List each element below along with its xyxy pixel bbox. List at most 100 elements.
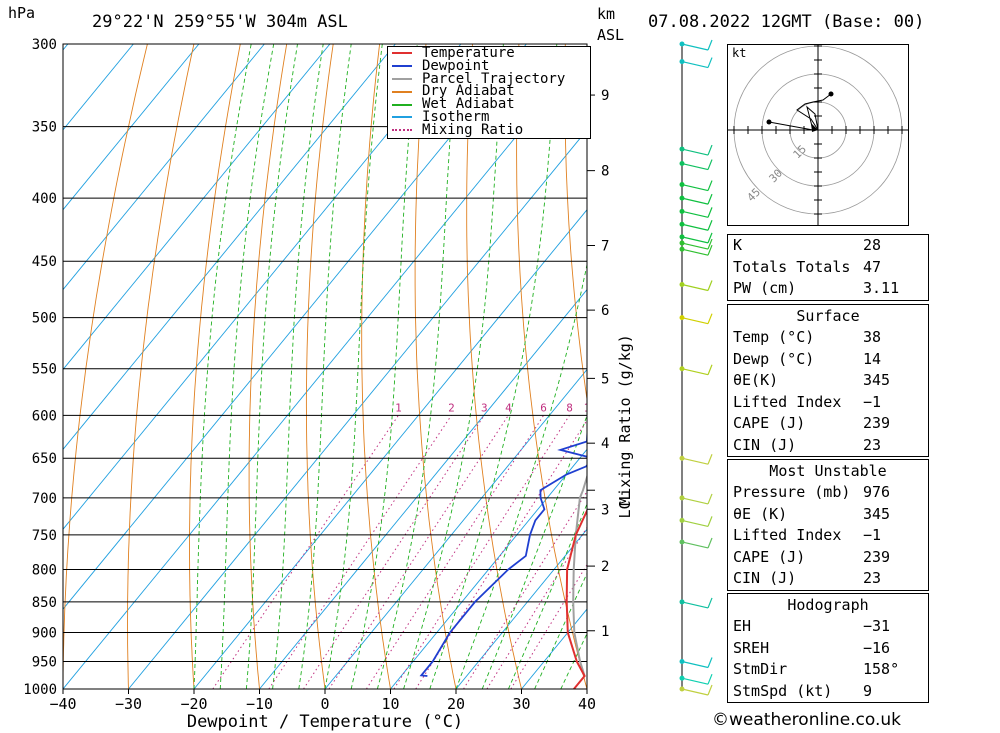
wind-barb-dot bbox=[679, 234, 685, 240]
wet-adiabat-line bbox=[219, 44, 275, 689]
wet-adiabat-line bbox=[455, 262, 587, 689]
legend-label: Dewpoint bbox=[422, 57, 490, 74]
wind-barb-flag bbox=[707, 144, 713, 156]
wind-barb-flag bbox=[707, 657, 713, 668]
isotherm-line bbox=[390, 448, 587, 689]
km-tick-label: 7 bbox=[601, 239, 609, 255]
legend-item: Wet Adiabat bbox=[388, 97, 590, 111]
wind-barb-flag bbox=[707, 673, 713, 685]
isotherm-line bbox=[63, 44, 462, 530]
hodograph-trace bbox=[796, 93, 832, 131]
surface-row: CAPE (J) 239 bbox=[733, 414, 891, 432]
legend-label: Parcel Trajectory bbox=[422, 70, 566, 87]
wind-barb-flag bbox=[707, 516, 713, 527]
mixing-ratio-line bbox=[393, 415, 570, 689]
wind-barb-dot bbox=[679, 455, 685, 461]
most-unstable-title: Most Unstable bbox=[769, 462, 887, 480]
wet-adiabat-line bbox=[193, 44, 252, 689]
surface-row: θE(K) 345 bbox=[733, 371, 891, 389]
x-tick-label: −30 bbox=[115, 695, 142, 713]
legend-item: Parcel Trajectory bbox=[388, 70, 590, 87]
mixing-ratio-label: 25 bbox=[673, 401, 686, 414]
km-tick-label: 5 bbox=[601, 371, 609, 387]
wind-barb-dot bbox=[679, 240, 685, 246]
wind-barb bbox=[681, 223, 709, 231]
wind-barb bbox=[681, 162, 709, 171]
hodograph: kt 15 30 45 bbox=[727, 44, 909, 226]
wind-barb-dot bbox=[679, 182, 685, 188]
pressure-tick-label: 450 bbox=[32, 254, 57, 270]
km-tick-label: 1 bbox=[601, 624, 609, 640]
wind-barb-dot bbox=[679, 161, 685, 167]
wind-barb-dot bbox=[679, 366, 685, 372]
hodograph-table: Hodograph EH −31 SREH −16 StmDir 158° StmSp… bbox=[727, 593, 929, 703]
isotherm-line bbox=[63, 44, 200, 211]
wind-barb-flag bbox=[707, 159, 713, 170]
legend-item: Isotherm bbox=[388, 110, 590, 124]
km-tick-label: 6 bbox=[601, 303, 609, 319]
series-temperature bbox=[565, 508, 587, 689]
pressure-tick-label: 400 bbox=[32, 191, 57, 207]
wind-barb bbox=[681, 236, 709, 244]
wind-barb bbox=[681, 197, 709, 205]
wind-barb-dot bbox=[679, 659, 685, 665]
legend-swatch bbox=[392, 90, 412, 93]
legend-label: Mixing Ratio bbox=[422, 121, 524, 138]
hodograph-table-title: Hodograph bbox=[787, 596, 869, 614]
wind-barb-flag bbox=[707, 453, 713, 465]
pressure-tick-label: 300 bbox=[32, 37, 57, 53]
pressure-tick-label: 750 bbox=[32, 528, 57, 544]
wind-barb-dot bbox=[679, 195, 685, 201]
hodo-row: StmDir 158° bbox=[733, 660, 900, 678]
isotherm-line bbox=[0, 44, 2, 689]
x-axis-title: Dewpoint / Temperature (°C) bbox=[187, 712, 463, 732]
hodograph-trace-low bbox=[768, 105, 819, 131]
series-parcel-trajectory bbox=[572, 473, 587, 677]
mixing-ratio-line bbox=[415, 419, 587, 689]
mixing-ratio-label: 20 bbox=[650, 401, 663, 414]
mixing-ratio-line bbox=[303, 415, 485, 689]
wind-barb-dot bbox=[679, 495, 685, 501]
legend-swatch bbox=[392, 116, 412, 119]
wind-barb-dot bbox=[679, 282, 685, 288]
pressure-tick-label: 350 bbox=[32, 120, 57, 136]
wet-adiabat-line bbox=[324, 44, 383, 689]
wind-barb bbox=[681, 242, 709, 250]
series-dewpoint bbox=[419, 432, 587, 677]
wind-barb-flag bbox=[707, 39, 713, 51]
wind-barb-dot bbox=[679, 146, 685, 152]
wind-barb-dot bbox=[679, 539, 685, 545]
surface-row: Lifted Index −1 bbox=[733, 392, 882, 411]
hodo-row: SREH −16 bbox=[733, 638, 891, 657]
pressure-tick-label: 650 bbox=[32, 451, 57, 467]
wind-barb-flag bbox=[707, 537, 713, 549]
dry-adiabat-line bbox=[564, 44, 587, 403]
wind-barb-dot bbox=[679, 221, 685, 227]
indices-row-k: K 28 bbox=[733, 236, 882, 254]
mixing-ratio-axis-title: Mixing Ratio (g/kg) bbox=[616, 334, 634, 506]
mixing-ratio-label: 10 bbox=[584, 401, 597, 414]
x-tick-label: 0 bbox=[320, 695, 329, 713]
wind-barb-dot bbox=[679, 315, 685, 321]
location-title: 29°22'N 259°55'W 304m ASL bbox=[92, 12, 348, 32]
indices-row-tt: Totals Totals 47 bbox=[733, 257, 882, 276]
indices-table: K 28 Totals Totals 47 PW (cm) 3.11 bbox=[727, 234, 929, 301]
isotherm-line bbox=[259, 288, 587, 689]
credit-link[interactable]: ©weatheronline.co.uk bbox=[712, 710, 902, 730]
wind-barb-dot bbox=[679, 675, 685, 681]
wind-barb bbox=[681, 541, 709, 549]
pressure-tick-label: 850 bbox=[32, 595, 57, 611]
legend-swatch bbox=[392, 103, 412, 106]
isotherm-line bbox=[63, 44, 527, 610]
wind-barb-dot bbox=[679, 59, 685, 65]
legend: Temperature Dewpoint Parcel Trajectory Dry … bbox=[387, 46, 591, 139]
wind-barb-flag bbox=[707, 244, 713, 256]
mixing-ratio-label: 8 bbox=[566, 401, 573, 414]
wind-barb-flag bbox=[707, 313, 713, 324]
pressure-unit-label: hPa bbox=[8, 4, 36, 22]
wind-barb-dot bbox=[679, 599, 685, 605]
km-tick-label: 9 bbox=[601, 88, 609, 104]
wind-barb bbox=[681, 210, 709, 218]
datetime-title: 07.08.2022 12GMT (Base: 00) bbox=[648, 12, 925, 32]
legend-label: Temperature bbox=[422, 44, 515, 61]
